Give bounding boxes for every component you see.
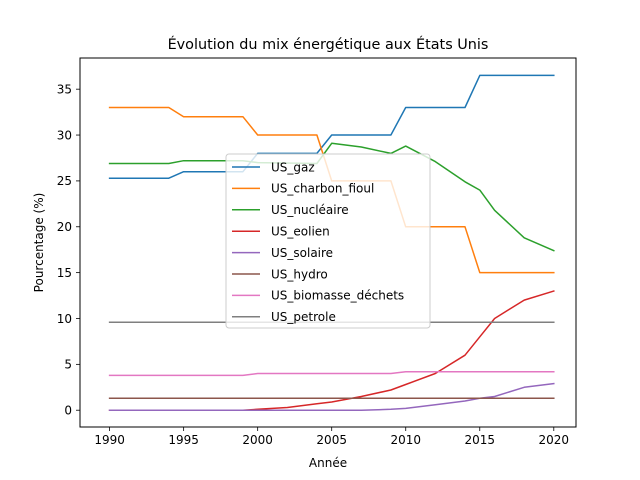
series-line-0 (108, 74, 555, 179)
legend-label-3: US_eolien (271, 225, 330, 239)
legend-box (225, 153, 431, 329)
y-tick-label-5: 25 (57, 174, 72, 188)
legend-label-2: US_nucléaire (271, 203, 349, 217)
legend-label-4: US_solaire (271, 246, 333, 260)
y-axis-ticks: 0 5 10 15 20 25 30 35 (57, 82, 80, 418)
legend-label-5: US_hydro (271, 267, 328, 281)
chart-title: Évolution du mix énergétique aux États U… (168, 36, 489, 53)
y-tick-label-4: 20 (57, 220, 72, 234)
plot-lines (108, 74, 555, 411)
x-tick-label-3: 2005 (316, 433, 347, 447)
legend-label-1: US_charbon_fioul (271, 182, 374, 196)
legend-entries: US_gaz US_charbon_fioul US_nucléaire US_eol… (232, 160, 404, 324)
y-tick-label-1: 5 (64, 358, 72, 372)
y-tick-label-3: 15 (57, 266, 72, 280)
x-tick-label-1: 1995 (168, 433, 199, 447)
series-line-4 (108, 382, 555, 411)
y-tick-label-6: 30 (57, 128, 72, 142)
y-tick-label-2: 10 (57, 312, 72, 326)
legend-label-6: US_biomasse_déchets (271, 289, 404, 303)
plot-frame (79, 57, 577, 428)
y-tick-label-7: 35 (57, 82, 72, 96)
x-tick-label-6: 2020 (539, 433, 570, 447)
series-line-2 (108, 142, 555, 252)
x-tick-label-4: 2010 (390, 433, 421, 447)
legend-label-0: US_gaz (271, 160, 315, 174)
x-tick-label-0: 1990 (94, 433, 125, 447)
x-axis-ticks: 1990 1995 2000 2005 2010 2015 2020 (94, 427, 569, 447)
series-line-6 (108, 370, 555, 377)
legend: US_gaz US_charbon_fioul US_nucléaire US_eol… (225, 153, 431, 329)
y-tick-label-0: 0 (64, 404, 72, 418)
series-line-3 (108, 290, 555, 411)
y-axis-label: Pourcentage (%) (32, 193, 46, 293)
legend-label-7: US_petrole (271, 310, 336, 324)
x-tick-label-2: 2000 (242, 433, 273, 447)
x-axis-label: Année (309, 456, 347, 470)
x-tick-label-5: 2015 (464, 433, 495, 447)
